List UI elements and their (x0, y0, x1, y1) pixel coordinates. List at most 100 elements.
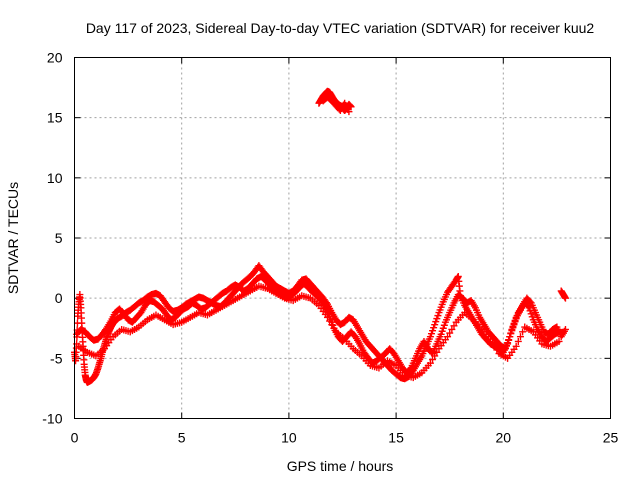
data-point-interp (415, 347, 423, 355)
data-point-interp (449, 301, 457, 309)
data-point-interp (442, 291, 450, 299)
data-point-interp (410, 357, 418, 365)
data-point-interp (98, 347, 106, 355)
data-point-interp (257, 265, 265, 273)
data-point-interp (369, 345, 377, 353)
data-point-interp (270, 288, 278, 296)
data-point-interp (519, 328, 527, 336)
data-point-interp (359, 346, 367, 354)
y-tick-label: 5 (55, 230, 63, 246)
data-point-interp (231, 287, 239, 295)
data-series (71, 87, 569, 386)
data-point-interp (446, 285, 454, 293)
x-axis-label: GPS time / hours (287, 458, 394, 474)
data-point-interp (328, 321, 336, 329)
data-point-interp (96, 359, 104, 367)
data-point-interp (510, 345, 518, 353)
data-point-interp (326, 317, 334, 325)
data-point-interp (161, 308, 169, 316)
data-point-interp (81, 347, 89, 355)
grid (74, 57, 611, 419)
data-point-interp (304, 294, 312, 302)
data-point-interp (450, 322, 458, 330)
x-tick-label: 20 (496, 430, 512, 446)
y-tick-label: -10 (42, 411, 62, 427)
data-point-interp (184, 315, 192, 323)
data-point-interp (553, 339, 561, 347)
data-point-interp (425, 335, 433, 343)
ticks: 0 5 10 15 20 25 -10 -5 0 5 10 15 20 (42, 50, 618, 446)
data-point-interp (356, 350, 364, 358)
data-point-interp (347, 342, 355, 350)
data-point-interp (131, 316, 139, 324)
data-point-interp (386, 364, 394, 372)
data-point-interp (330, 99, 338, 107)
data-point-interp (261, 284, 269, 292)
data-point-interp (399, 369, 407, 377)
data-point-interp (248, 270, 256, 278)
data-point-interp (560, 327, 568, 335)
data-point-interp (509, 324, 517, 332)
data-point-interp (122, 313, 130, 321)
data-point-interp (101, 327, 109, 335)
data-point-interp (167, 306, 175, 314)
data-point-interp (373, 363, 381, 371)
data-point-interp (173, 311, 181, 319)
data-point-interp (393, 355, 401, 363)
data-point-interp (364, 340, 372, 348)
data-point-interp (516, 333, 524, 341)
data-point-interp (156, 303, 164, 311)
data-point-interp (364, 359, 372, 367)
data-point-interp (454, 273, 462, 281)
data-point-interp (176, 319, 184, 327)
data-point-interp (476, 323, 484, 331)
x-tick-label: 25 (603, 430, 619, 446)
data-point-interp (430, 324, 438, 332)
data-point-interp (441, 336, 449, 344)
data-point-interp (513, 312, 521, 320)
data-point-interp (514, 337, 522, 345)
data-point-interp (355, 338, 363, 346)
data-point-interp (436, 333, 444, 341)
data-point-interp (349, 330, 357, 338)
data-point-interp (141, 318, 149, 326)
data-point-interp (475, 311, 483, 319)
data-point-interp (263, 279, 271, 287)
data-point-interp (246, 282, 254, 290)
data-point-interp (524, 302, 532, 310)
data-point-interp (479, 319, 487, 327)
data-point-interp (440, 321, 448, 329)
data-point-interp (321, 310, 329, 318)
data-point-interp (505, 336, 513, 344)
data-point-interp (163, 301, 171, 309)
data-point-interp (424, 362, 432, 370)
data-point-interp (373, 350, 381, 358)
data-point-interp (236, 293, 244, 301)
data-point-interp (429, 356, 437, 364)
data-point-interp (526, 298, 534, 306)
data-point-interp (445, 311, 453, 319)
data-point-interp (293, 286, 301, 294)
data-point-interp (218, 303, 226, 311)
y-tick-label: 10 (47, 170, 63, 186)
data-point-interp (330, 324, 338, 332)
x-tick-label: 5 (178, 430, 186, 446)
data-point-interp (210, 307, 218, 315)
y-axis-label: SDTVAR / TECUs (5, 182, 21, 294)
data-point-interp (90, 351, 98, 359)
data-point-interp (446, 329, 454, 337)
y-tick-label: 15 (47, 110, 63, 126)
data-point-interp (535, 316, 543, 324)
data-point-interp (433, 348, 441, 356)
data-point-interp (315, 294, 323, 302)
data-point-interp (357, 328, 365, 336)
data-point-interp (470, 302, 478, 310)
data-point-interp (561, 293, 569, 301)
data-point-interp (94, 365, 102, 373)
data-point-interp (405, 366, 413, 374)
data-point-interp (78, 319, 86, 327)
data-point-interp (306, 286, 314, 294)
plot-frame (74, 57, 611, 419)
data-point-interp (304, 277, 312, 285)
